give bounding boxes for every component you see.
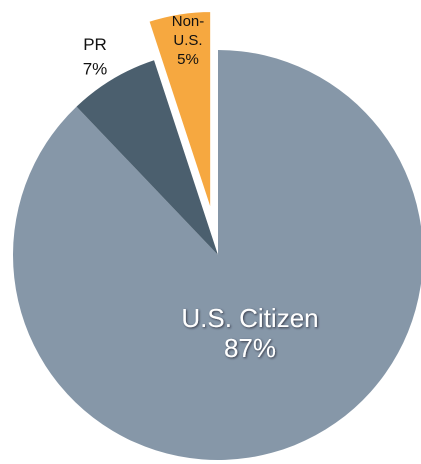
label-line: U.S. (173, 32, 202, 49)
slice-label: Non- U.S. (172, 13, 205, 49)
label-line: U.S. Citizen (181, 303, 318, 333)
slice-value-label: 87% (224, 333, 276, 363)
pie-slice (13, 50, 421, 460)
slice-value-label: 5% (177, 51, 199, 68)
label-line: Non- (172, 13, 205, 30)
slice-label: U.S. Citizen (181, 303, 318, 333)
slice-value-label: 7% (83, 59, 108, 78)
pie-slice (76, 60, 218, 256)
label-line: PR (83, 35, 107, 54)
pie-slice (145, 9, 214, 216)
slice-label: PR (83, 35, 107, 54)
